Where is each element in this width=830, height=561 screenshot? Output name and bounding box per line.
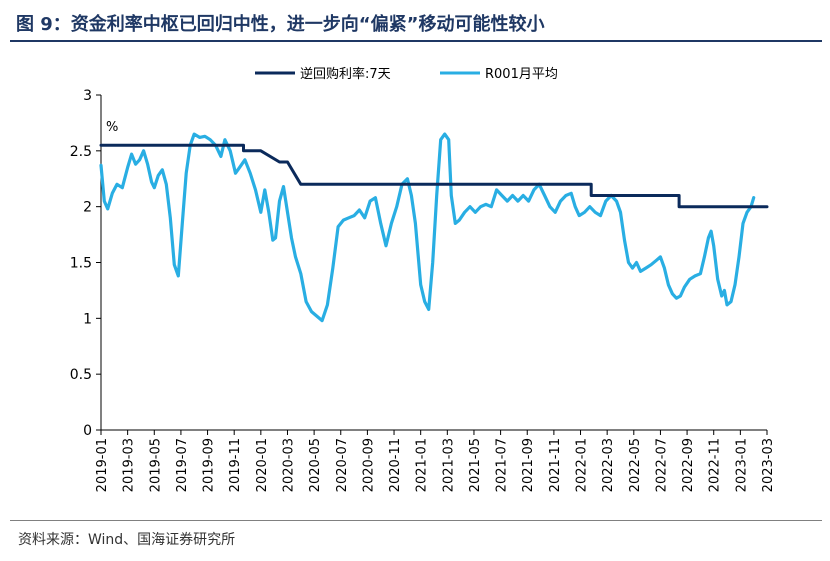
figure-title: 图 9：资金利率中枢已回归中性，进一步向“偏紧”移动可能性较小 <box>16 14 545 35</box>
legend: 逆回购利率:7天 R001月平均 <box>255 66 558 82</box>
y-tick-label: 2 <box>83 200 92 216</box>
x-tick-label: 2021-01 <box>415 438 430 492</box>
x-tick-label: 2021-03 <box>441 438 456 492</box>
x-tick-label: 2019-03 <box>122 438 137 492</box>
x-tick-label: 2022-07 <box>654 438 669 492</box>
x-tick-label: 2019-01 <box>95 438 110 492</box>
source-note: 资料来源：Wind、国海证券研究所 <box>18 532 236 548</box>
x-tick-label: 2019-11 <box>228 438 243 492</box>
y-axis: 0 0.5 1 1.5 2 2.5 3 <box>70 88 102 439</box>
x-tick-label: 2023-03 <box>761 438 776 492</box>
y-tick-label: 0 <box>83 423 92 439</box>
x-tick-label: 2022-09 <box>681 438 696 492</box>
x-tick-label: 2020-11 <box>388 438 403 492</box>
x-tick-label: 2020-01 <box>255 438 270 492</box>
x-tick-label: 2021-07 <box>495 438 510 492</box>
line-chart: 逆回购利率:7天 R001月平均 % 0 0.5 1 1.5 2 2.5 3 2019-01… <box>70 66 776 492</box>
x-tick-label: 2019-07 <box>175 438 190 492</box>
title-divider <box>10 40 822 42</box>
legend-label-reverse-repo: 逆回购利率:7天 <box>300 66 391 82</box>
x-tick-label: 2021-05 <box>468 438 483 492</box>
x-tick-label: 2021-09 <box>521 438 536 492</box>
x-tick-label: 2022-11 <box>708 438 723 492</box>
y-unit-label: % <box>106 120 118 135</box>
x-tick-label: 2023-01 <box>734 438 749 492</box>
x-axis: 2019-01 2019-03 2019-05 2019-07 2019-09 2019-… <box>95 429 776 492</box>
x-tick-label: 2021-11 <box>548 438 563 492</box>
x-tick-label: 2022-03 <box>601 438 616 492</box>
x-tick-label: 2022-05 <box>628 438 643 492</box>
series-layer <box>99 132 769 323</box>
series-reverse-repo-7d <box>99 143 769 209</box>
x-tick-label: 2020-09 <box>361 438 376 492</box>
y-tick-label: 1 <box>83 311 92 327</box>
source-divider <box>10 520 822 521</box>
x-tick-label: 2022-01 <box>575 438 590 492</box>
x-tick-label: 2020-03 <box>281 438 296 492</box>
x-tick-label: 2019-09 <box>202 438 217 492</box>
series-r001-monthly-avg <box>99 132 756 323</box>
x-tick-label: 2019-05 <box>148 438 163 492</box>
y-tick-label: 3 <box>83 88 92 104</box>
legend-label-r001: R001月平均 <box>485 67 558 82</box>
x-tick-label: 2020-05 <box>308 438 323 492</box>
y-tick-label: 2.5 <box>70 144 92 160</box>
y-tick-label: 0.5 <box>70 367 92 383</box>
y-tick-label: 1.5 <box>70 256 92 272</box>
x-tick-label: 2020-07 <box>335 438 350 492</box>
